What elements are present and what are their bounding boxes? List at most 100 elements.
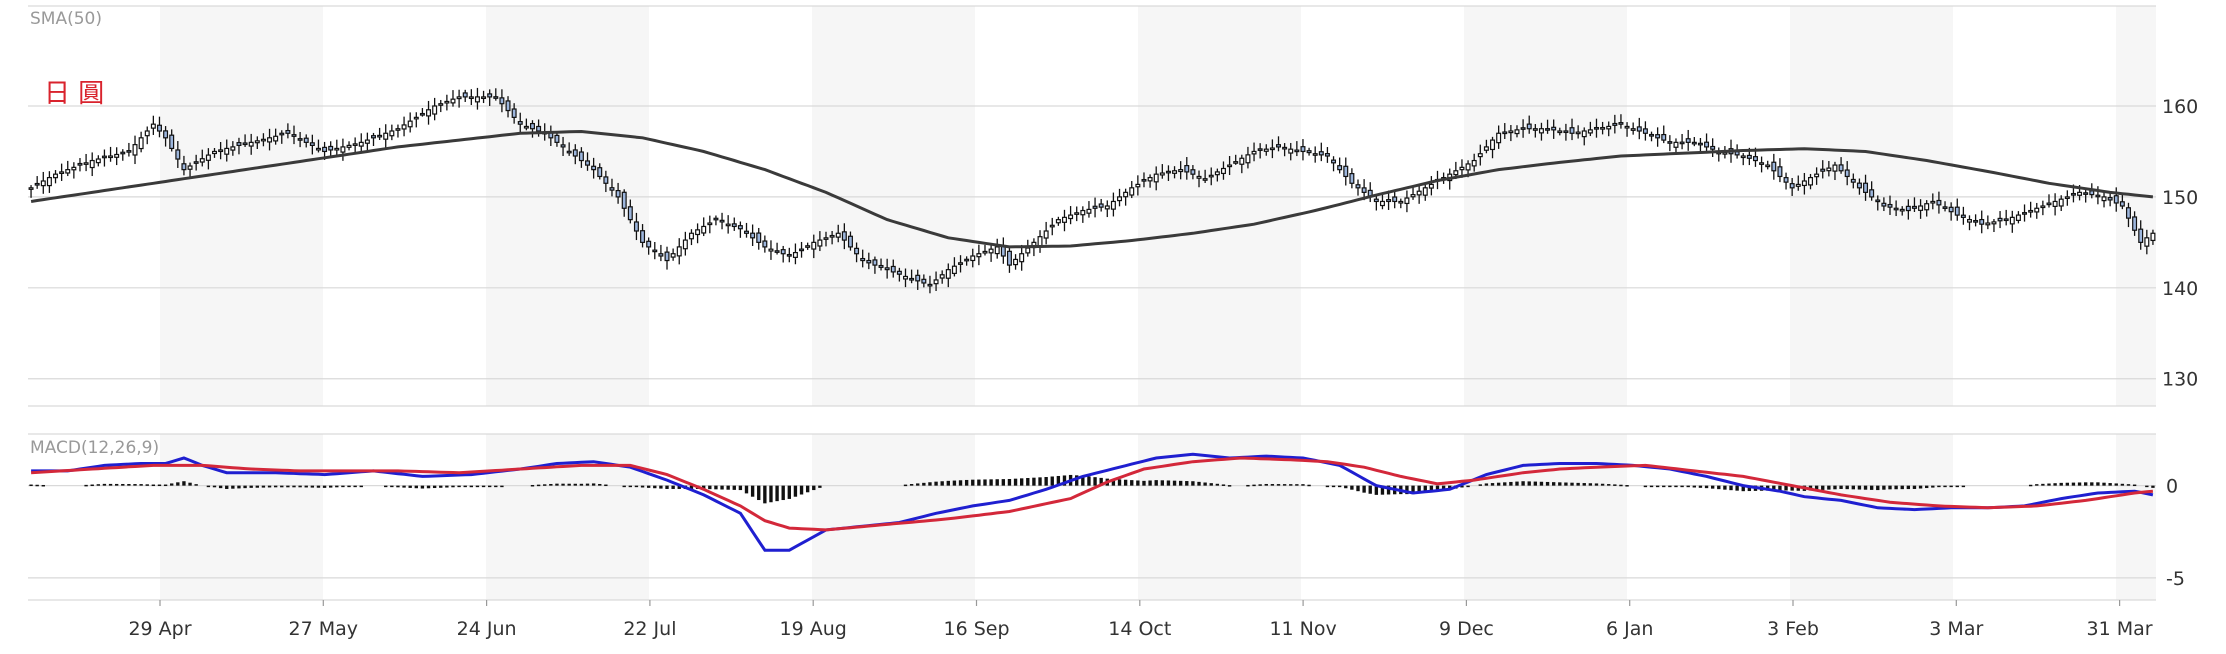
histogram-bar (2102, 482, 2106, 486)
macd-band (486, 434, 649, 600)
candle-body (426, 109, 432, 117)
histogram-bar (1368, 485, 1372, 494)
histogram-bar (2151, 485, 2155, 488)
candle-body (175, 149, 181, 160)
histogram-bar (1001, 479, 1006, 486)
candle-body (585, 160, 591, 166)
candle-body (597, 167, 603, 178)
histogram-bar (799, 485, 804, 495)
candle-body (65, 169, 71, 174)
macd-band (160, 434, 323, 600)
candle-body (2125, 207, 2131, 219)
histogram-bar (1423, 485, 1427, 492)
candle-body (462, 92, 468, 98)
candle-body (872, 259, 878, 266)
candle-body (701, 225, 707, 234)
histogram-bar (84, 484, 88, 487)
histogram-bar (341, 485, 345, 488)
histogram-bar (1955, 485, 1959, 488)
candle-body (640, 230, 646, 243)
histogram-bar (304, 485, 308, 488)
candle-body (114, 153, 120, 158)
x-tick-label: 19 Aug (780, 618, 847, 640)
histogram-bar (714, 485, 718, 490)
candle-body (1795, 183, 1801, 187)
candle-body (1459, 166, 1465, 171)
candle-body (1404, 197, 1410, 205)
candle-body (95, 158, 101, 164)
candle-body (59, 171, 65, 175)
candle-body (847, 235, 853, 248)
histogram-bar (1215, 483, 1220, 486)
histogram-bar (1655, 485, 1660, 488)
candle-body (1557, 130, 1563, 134)
histogram-bar (1429, 485, 1434, 491)
x-tick-label: 6 Jan (1606, 618, 1653, 640)
candle-body (1746, 154, 1752, 159)
histogram-bar (1857, 485, 1862, 490)
candle-body (77, 162, 83, 166)
candle-body (1239, 157, 1245, 165)
candle-body (909, 277, 915, 281)
histogram-bar (176, 482, 180, 486)
histogram-bar (1466, 485, 1470, 488)
candle-body (1233, 161, 1239, 164)
candle-body (1691, 141, 1697, 145)
histogram-bar (2096, 482, 2100, 486)
x-tick-label: 16 Sep (943, 618, 1009, 640)
price-band (160, 6, 323, 406)
histogram-bar (958, 480, 963, 486)
candle-body (1202, 178, 1208, 181)
histogram-bar (1130, 480, 1134, 486)
candle-body (1373, 198, 1379, 203)
candle-body (744, 230, 750, 234)
histogram-bar (1282, 484, 1287, 486)
candle-body (884, 267, 890, 271)
x-tick-label: 24 Jun (457, 618, 517, 640)
candle-body (444, 100, 450, 104)
candle-body (1991, 221, 1997, 225)
candle-body (1997, 217, 2003, 222)
candle-body (2046, 202, 2052, 206)
histogram-bar (353, 485, 357, 488)
histogram-bar (2126, 484, 2131, 486)
candle-body (713, 217, 719, 221)
candle-body (1104, 205, 1110, 210)
histogram-bar (1405, 485, 1409, 495)
candle-body (1453, 170, 1459, 176)
histogram-bar (1906, 485, 1911, 490)
histogram-bar (1166, 480, 1171, 486)
candle-body (1123, 191, 1129, 198)
candle-body (224, 147, 230, 155)
histogram-bar (573, 483, 577, 486)
candle-body (1960, 214, 1966, 218)
histogram-bar (1533, 481, 1538, 486)
candle-body (1208, 174, 1214, 178)
candle-body (1966, 219, 1972, 223)
histogram-bar (628, 485, 633, 488)
histogram-bar (665, 485, 669, 489)
histogram-bar (1729, 485, 1733, 491)
macd-tick-label: 0 (2166, 476, 2178, 498)
x-tick-label: 3 Mar (1929, 618, 1983, 640)
candle-body (1801, 180, 1807, 187)
histogram-bar (1295, 484, 1299, 486)
histogram-bar (1148, 480, 1152, 486)
candle-body (529, 122, 535, 130)
histogram-bar (255, 485, 259, 488)
candle-body (1190, 169, 1196, 175)
gridlines (28, 5, 2156, 601)
histogram-bar (1876, 485, 1880, 491)
histogram-bar (1178, 480, 1183, 486)
candle-body (2144, 237, 2150, 247)
histogram-bar (1576, 482, 1580, 486)
candle-body (334, 147, 340, 151)
candle-body (805, 245, 811, 248)
candle-body (407, 120, 413, 128)
candle-body (1117, 196, 1123, 202)
histogram-bar (1625, 485, 1629, 487)
candle-body (1294, 149, 1300, 153)
histogram-bar (1937, 485, 1941, 488)
indicator-lines (30, 129, 2154, 552)
candle-body (750, 232, 756, 239)
